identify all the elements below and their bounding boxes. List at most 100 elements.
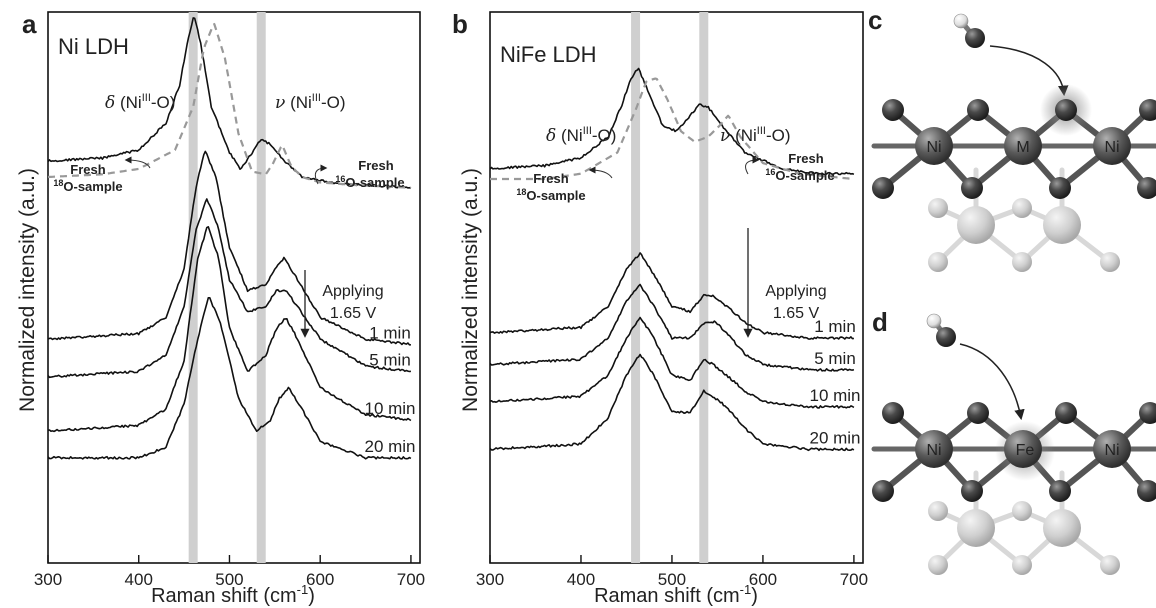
metal-atom-1 (915, 430, 953, 468)
panel-letter-a: a (22, 9, 37, 39)
fresh18-line1-b: Fresh (533, 171, 568, 186)
x-ticks-a: 300 400 500 600 700 (34, 555, 425, 589)
series-group-b: 1 min 5 min 10 min 20 min (489, 67, 861, 452)
atom-label-d-1: Ni (926, 442, 941, 459)
y-axis-label-b: Normalized intensity (a.u.) (459, 168, 482, 412)
sublayer-oxygen-atom-1 (928, 555, 948, 575)
nu-peak-label-a: ν (NiIII-O) (275, 92, 346, 113)
sublayer-oxygen-atom-1 (928, 252, 948, 272)
panel-b: b 1 min 5 min 10 min 20 min 300 400 500 600 700… (452, 9, 868, 607)
nu-peak-label-b: ν (NiIII-O) (720, 125, 791, 146)
top-oxygen-atom-1 (882, 99, 904, 121)
fresh16-line1-b: Fresh (788, 151, 823, 166)
adsorbate-molecule-d (926, 313, 1025, 421)
metal-atom-3 (1093, 127, 1131, 165)
series-label-5-min: 5 min (814, 349, 856, 368)
bottom-oxygen-atom-2 (961, 177, 983, 199)
series-line-5-min (47, 198, 412, 379)
adsorption-arrow (989, 45, 1069, 97)
sublayer-oxygen-atom-4 (928, 501, 948, 521)
series-line-20-min (489, 353, 855, 452)
atom-label-c-1: Ni (926, 139, 941, 156)
lattice-d (871, 402, 1156, 575)
metal-atom-1 (915, 127, 953, 165)
series-group-a: 1 min 5 min 10 min 20 min (47, 17, 416, 460)
x-tick-label-300: 300 (34, 570, 62, 589)
series-label-10-min: 10 min (364, 399, 415, 418)
top-oxygen-atom-4 (1139, 99, 1156, 121)
adsorbate-hydrogen-atom (953, 13, 969, 29)
sublayer-oxygen-atom-4 (928, 198, 948, 218)
top-oxygen-atom-3 (1055, 402, 1077, 424)
fresh-18O-line (489, 67, 855, 176)
bottom-oxygen-atom-4 (1137, 480, 1156, 502)
x-tick-label-600: 600 (306, 570, 334, 589)
applying-line2-b: 1.65 V (773, 305, 820, 322)
x-tick-label-400: 400 (125, 570, 153, 589)
x-tick-label-500: 500 (215, 570, 243, 589)
applying-line1-b: Applying (765, 283, 826, 300)
fresh16-arrow-b (745, 156, 760, 175)
sublayer-oxygen-atom-5 (1012, 501, 1032, 521)
panel-letter-c: c (868, 5, 882, 35)
x-tick-label-600: 600 (749, 570, 777, 589)
bottom-oxygen-atom-3 (1049, 480, 1071, 502)
x-tick-label-300: 300 (476, 570, 504, 589)
atom-label-d-2: Fe (1016, 442, 1035, 459)
series-line-5-min (489, 283, 855, 372)
atom-label-d-3: Ni (1104, 442, 1119, 459)
series-label-1-min: 1 min (814, 317, 856, 336)
series-line-20-min (47, 296, 412, 460)
top-oxygen-atom-4 (1139, 402, 1156, 424)
sublayer-metal-atom-1 (957, 206, 995, 244)
plot-frame-b (489, 11, 864, 564)
bottom-oxygen-atom-2 (961, 480, 983, 502)
schematic-d: d Ni Fe Ni (871, 307, 1156, 575)
fresh18-arrow-b (588, 166, 613, 179)
metal-atom-3 (1093, 430, 1131, 468)
band-group-b (631, 12, 709, 563)
fresh16-line1-a: Fresh (358, 158, 393, 173)
reference-band-2 (256, 12, 266, 563)
series-line-1-min (47, 150, 411, 346)
applying-line1-a: Applying (322, 283, 383, 300)
y-axis-label-a: Normalized intensity (a.u.) (16, 168, 39, 412)
series-line-10-min (489, 316, 855, 409)
fresh-16O-dashed-line (490, 77, 854, 181)
fresh18-line2-a: 18O-sample (53, 178, 122, 194)
chart-title-a: Ni LDH (58, 34, 129, 59)
sublayer-metal-atom-2 (1043, 509, 1081, 547)
fresh16-arrow-a (314, 164, 328, 185)
sublayer-oxygen-atom-3 (1100, 555, 1120, 575)
reference-band-1 (631, 12, 641, 563)
series-label-20-min: 20 min (809, 428, 860, 447)
sublayer-oxygen-atom-5 (1012, 198, 1032, 218)
chart-title-b: NiFe LDH (500, 42, 597, 67)
plot-frame-a (47, 11, 421, 564)
adsorbate-oxygen-atom (965, 28, 985, 48)
series-label-5-min: 5 min (369, 350, 411, 369)
atom-label-c-2: M (1016, 139, 1029, 156)
delta-peak-label-a: δ (NiIII-O) (105, 92, 175, 113)
lattice-c (871, 84, 1156, 272)
series-label-10-min: 10 min (809, 386, 860, 405)
reference-band-2 (699, 12, 709, 563)
sublayer-metal-atom-2 (1043, 206, 1081, 244)
top-oxygen-atom-3 (1055, 99, 1077, 121)
top-oxygen-atom-1 (882, 402, 904, 424)
fresh18-line2-b: 18O-sample (516, 187, 585, 203)
metal-atom-2 (1004, 430, 1042, 468)
bottom-oxygen-atom-4 (1137, 177, 1156, 199)
x-ticks-b: 300 400 500 600 700 (476, 555, 868, 589)
series-line-1-min (489, 252, 855, 340)
x-tick-label-700: 700 (397, 570, 425, 589)
x-tick-label-500: 500 (658, 570, 686, 589)
adsorbate-oxygen-atom (936, 327, 956, 347)
adsorption-arrow (959, 343, 1025, 421)
bottom-oxygen-atom-1 (872, 177, 894, 199)
panel-letter-d: d (872, 307, 888, 337)
series-label-1-min: 1 min (369, 323, 411, 342)
fresh16-line2-b: 16O-sample (765, 167, 834, 183)
panel-a: a 1 min 5 min 10 min 20 min 300 400 500 600 700… (16, 9, 425, 607)
x-tick-label-400: 400 (567, 570, 595, 589)
